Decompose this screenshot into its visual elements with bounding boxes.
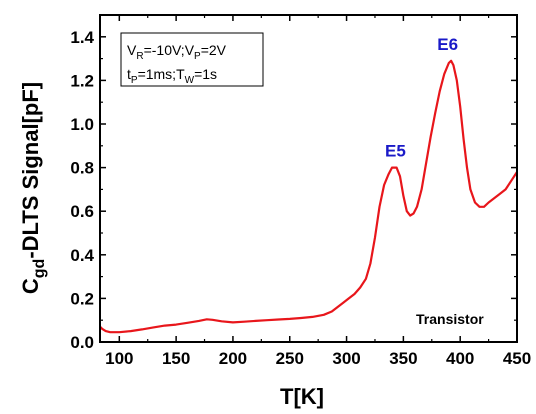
y-tick-label: 0.4 <box>70 246 94 265</box>
x-tick-label: 350 <box>389 349 417 368</box>
x-axis-title: T[K] <box>280 384 324 409</box>
y-tick-label: 0.6 <box>70 202 94 221</box>
dlts-signal-line <box>99 59 518 334</box>
annotation-layer: E5 E6 <box>385 35 458 161</box>
param-line-2: tP=1ms;TW=1s <box>127 66 217 86</box>
x-tick-label: 450 <box>503 349 531 368</box>
y-axis-title: Cgd-DLTS Signal[pF] <box>18 82 48 294</box>
transistor-label: Transistor <box>416 311 484 327</box>
x-tick-label: 100 <box>105 349 133 368</box>
param-line-1: VR=-10V;VP=2V <box>127 42 227 62</box>
peak-label-e6: E6 <box>437 35 458 54</box>
ticks-layer: 100 150 200 250 300 350 400 450 0.0 0.2 0.4 0.6 0.8 1… <box>70 14 531 368</box>
x-tick-label: 150 <box>162 349 190 368</box>
y-tick-label: 1.0 <box>70 115 94 134</box>
y-tick-label: 0.2 <box>70 289 94 308</box>
parameter-box: VR=-10V;VP=2V tP=1ms;TW=1s <box>120 32 264 87</box>
x-tick-label: 300 <box>332 349 360 368</box>
x-tick-label: 250 <box>276 349 304 368</box>
parameter-box-frame <box>120 32 264 87</box>
y-tick-label: 1.2 <box>70 71 94 90</box>
peak-label-e5: E5 <box>385 142 406 161</box>
plot-frame <box>99 14 518 343</box>
x-tick-label: 400 <box>446 349 474 368</box>
x-tick-label: 200 <box>219 349 247 368</box>
y-tick-label: 0.8 <box>70 159 94 178</box>
y-tick-label: 1.4 <box>70 28 94 47</box>
curve-layer <box>99 59 518 334</box>
y-tick-label: 0.0 <box>70 333 94 352</box>
